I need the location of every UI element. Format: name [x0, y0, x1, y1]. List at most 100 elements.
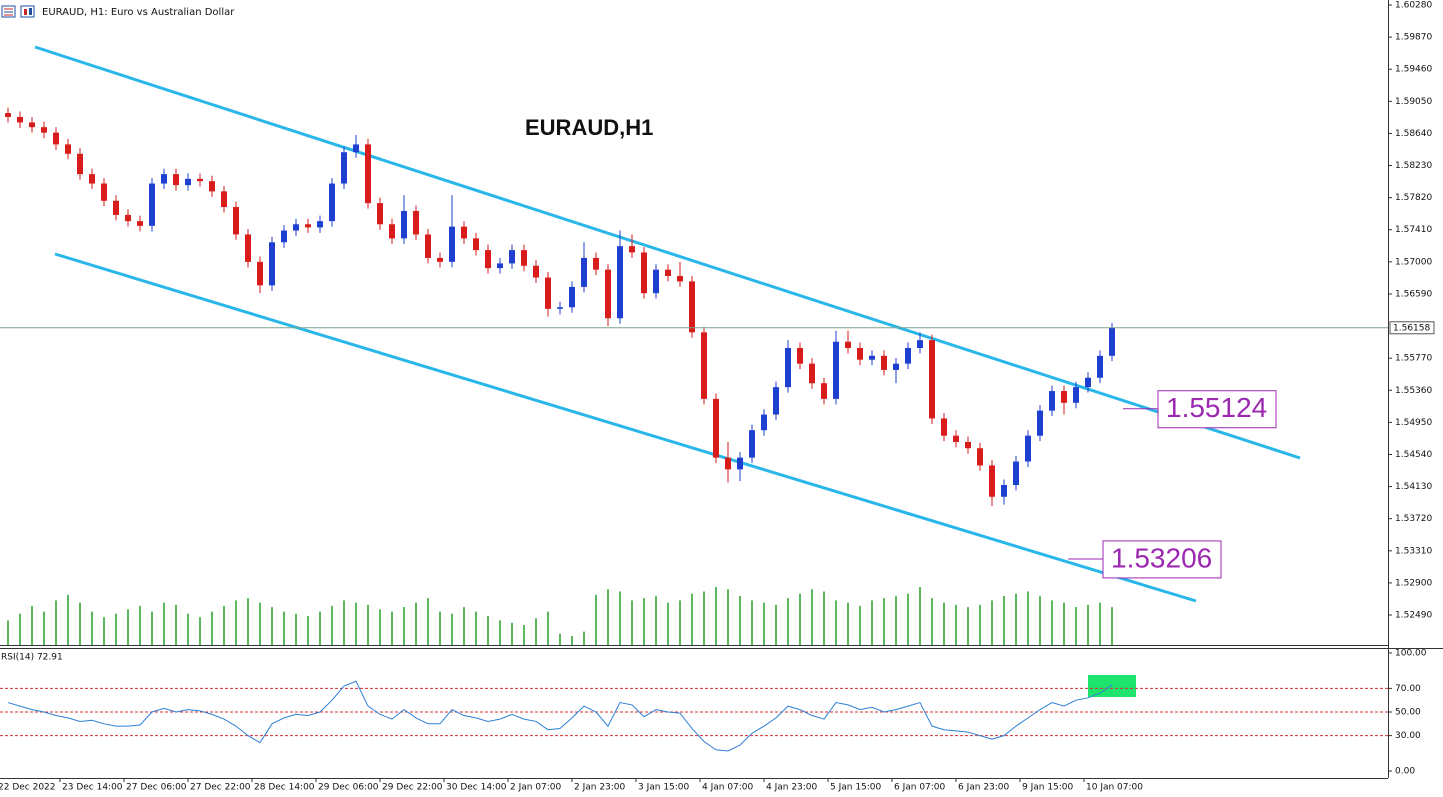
- y-tick-label: 1.60280: [1395, 1, 1432, 11]
- y-tick-label: 1.56590: [1395, 289, 1432, 299]
- candle-body: [941, 418, 947, 436]
- volume-bar: [367, 604, 369, 645]
- y-tick-label: 1.55360: [1395, 386, 1432, 396]
- candle-body: [1037, 410, 1043, 436]
- volume-bar: [223, 605, 225, 645]
- volume-bar: [583, 631, 585, 645]
- volume-bar: [763, 602, 765, 645]
- rsi-tick-label: 30.00: [1395, 731, 1421, 741]
- candle-body: [209, 181, 215, 192]
- candle-body: [473, 238, 479, 251]
- volume-bar: [1015, 593, 1017, 645]
- volume-bar: [703, 591, 705, 645]
- volume-bar: [595, 594, 597, 645]
- candle-body: [1109, 327, 1115, 356]
- current-price-box: [1389, 321, 1435, 335]
- x-tick-label: 2 Jan 07:00: [510, 783, 562, 793]
- candle-body: [161, 174, 167, 184]
- candle-body: [833, 341, 839, 399]
- volume-bar: [799, 593, 801, 645]
- volume-bar: [379, 609, 381, 645]
- candle-body: [329, 183, 335, 222]
- y-tick-label: 1.57410: [1395, 225, 1432, 235]
- volume-bar: [67, 594, 69, 645]
- candle-body: [53, 132, 59, 145]
- volume-bar: [775, 604, 777, 645]
- volume-bar: [115, 613, 117, 645]
- candle-body: [257, 261, 263, 286]
- candle-body: [881, 355, 887, 370]
- x-tick-label: 23 Dec 14:00: [62, 783, 123, 793]
- volume-bar: [907, 593, 909, 645]
- candle-body: [317, 221, 323, 228]
- x-tick-label: 29 Dec 22:00: [382, 783, 443, 793]
- x-tick-label: 27 Dec 22:00: [190, 783, 251, 793]
- candle-body: [449, 226, 455, 262]
- volume-bar: [1087, 604, 1089, 645]
- candle-body: [233, 207, 239, 235]
- candle-body: [1001, 485, 1007, 497]
- x-tick-label: 5 Jan 15:00: [830, 783, 882, 793]
- x-tick-label: 22 Dec 2022: [0, 783, 56, 793]
- volume-bar: [355, 602, 357, 645]
- volume-bar: [931, 598, 933, 645]
- volume-bar: [619, 591, 621, 645]
- candle-body: [857, 347, 863, 360]
- volume-bar: [511, 622, 513, 645]
- volume-bar: [331, 605, 333, 645]
- x-tick-label: 3 Jan 15:00: [638, 783, 690, 793]
- price-label-box: [1157, 390, 1277, 429]
- icon[interactable]: [20, 5, 35, 18]
- x-tick-label: 30 Dec 14:00: [446, 783, 507, 793]
- candle-body: [737, 457, 743, 470]
- volume-bar: [199, 617, 201, 645]
- volume-bar: [1075, 607, 1077, 645]
- candle-body: [641, 252, 647, 294]
- candle-body: [845, 341, 851, 348]
- candle-body: [173, 174, 179, 186]
- volume-bar: [55, 600, 57, 645]
- volume-bar: [79, 602, 81, 645]
- candle-body: [917, 340, 923, 348]
- volume-bar: [19, 613, 21, 645]
- volume-bar: [859, 605, 861, 645]
- price-label: 1.55124: [1166, 392, 1267, 423]
- x-tick-label: 4 Jan 23:00: [766, 783, 818, 793]
- candle-body: [89, 174, 95, 184]
- volume-bar: [823, 591, 825, 645]
- candle-body: [197, 178, 203, 182]
- volume-bar: [451, 613, 453, 645]
- rsi-tick-label: 100.00: [1395, 648, 1427, 658]
- candle-body: [401, 210, 407, 239]
- candle-body: [629, 246, 635, 253]
- candle-body: [185, 178, 191, 186]
- volume-bar: [259, 602, 261, 645]
- price-label: 1.53206: [1111, 542, 1212, 573]
- volume-bar: [835, 600, 837, 645]
- volume-bar: [235, 600, 237, 645]
- volume-bar: [151, 611, 153, 645]
- x-tick-label: 6 Jan 23:00: [958, 783, 1010, 793]
- candle-body: [221, 191, 227, 208]
- volume-bar: [667, 602, 669, 645]
- volume-bar: [607, 589, 609, 645]
- candle-body: [593, 257, 599, 270]
- header-icons[interactable]: [1, 5, 35, 18]
- volume-bar: [211, 611, 213, 645]
- icon-bar: [24, 9, 27, 15]
- candle-body: [989, 465, 995, 497]
- y-tick-label: 1.58230: [1395, 161, 1432, 171]
- candle-body: [557, 307, 563, 309]
- candle-body: [605, 269, 611, 319]
- volume-bar: [727, 589, 729, 645]
- y-tick-label: 1.54950: [1395, 418, 1432, 428]
- volume-bar: [1099, 602, 1101, 645]
- y-tick-label: 1.58640: [1395, 129, 1432, 139]
- volume-bar: [919, 587, 921, 645]
- candle-body: [377, 203, 383, 225]
- x-tick-label: 29 Dec 06:00: [318, 783, 379, 793]
- candle-body: [653, 269, 659, 294]
- volume-bar: [103, 617, 105, 645]
- volume-bar: [139, 605, 141, 645]
- volume-bar: [487, 616, 489, 645]
